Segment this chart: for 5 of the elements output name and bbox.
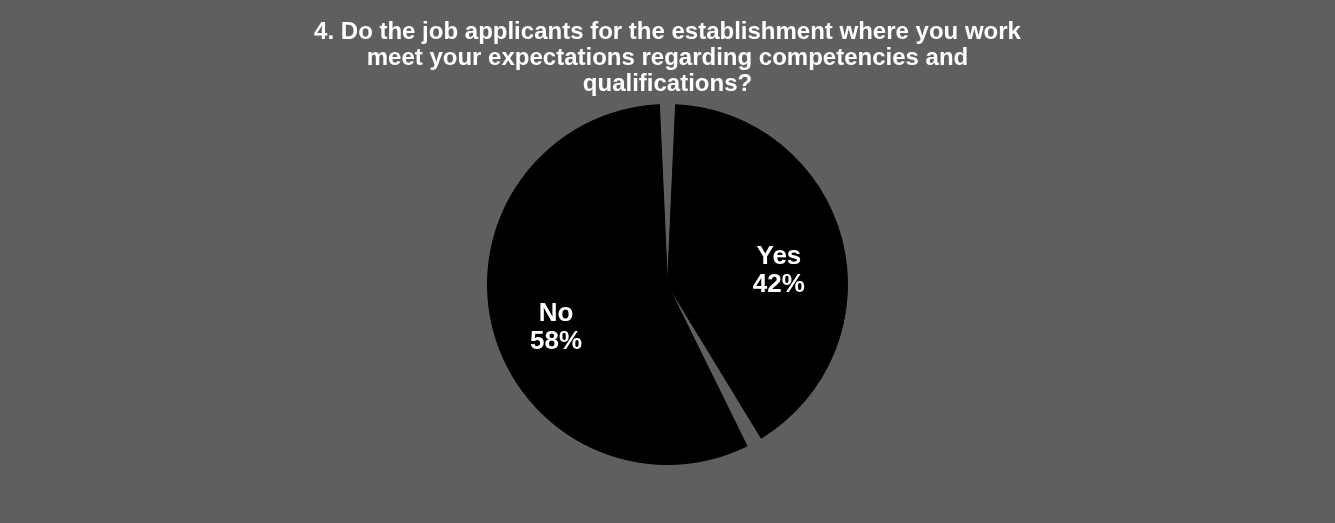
slice-label: Yes <box>756 239 802 270</box>
chart-title: 4. Do the job applicants for the establishment where you work meet your expectations regarding competencies and qualifications? <box>314 17 1022 96</box>
data-label: 58% <box>530 325 583 356</box>
slice-label: No <box>538 297 574 328</box>
data-label: 42% <box>752 267 805 298</box>
